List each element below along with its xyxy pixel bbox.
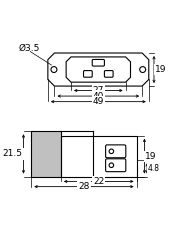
Text: 28: 28 [78,182,90,191]
Text: 4.8: 4.8 [148,164,160,173]
Text: 27: 27 [93,86,104,95]
Text: Ø3.5: Ø3.5 [18,44,40,53]
Text: 19: 19 [155,65,166,74]
Bar [31,131,61,177]
Text: 19: 19 [145,152,157,161]
Bar [61,136,137,177]
Text: 22: 22 [93,177,104,186]
Text: 40: 40 [93,92,104,101]
Text: 49: 49 [93,97,104,106]
Text: 21.5: 21.5 [3,150,23,158]
